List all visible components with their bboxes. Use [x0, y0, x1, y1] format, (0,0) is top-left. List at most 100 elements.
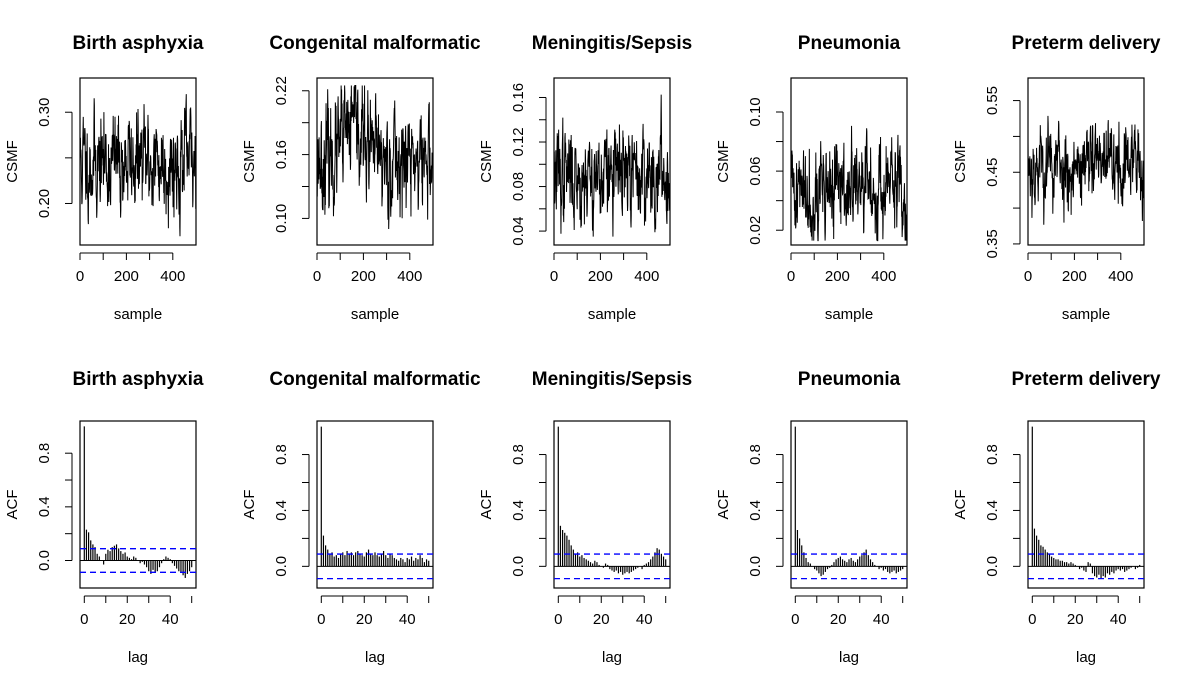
panel-title: Congenital malformatic: [269, 33, 481, 54]
x-axis-title: sample: [114, 306, 162, 323]
x-tick-label: 20: [1067, 611, 1084, 628]
x-tick-label: 0: [1024, 268, 1032, 285]
x-axis-title: sample: [588, 306, 636, 323]
y-tick-label: 0.4: [273, 500, 290, 521]
x-tick-label: 40: [873, 611, 890, 628]
x-tick-label: 20: [119, 611, 136, 628]
panel-title: Meningitis/Sepsis: [532, 33, 692, 54]
panel-title: Birth asphyxia: [73, 33, 204, 54]
panel-trace-2: Congenital malformatic 0 200 400 sample 0.10 0…: [241, 33, 481, 323]
y-tick-label: 0.06: [747, 157, 764, 186]
y-tick-label: 0.02: [747, 216, 764, 245]
y-tick-label: 0.4: [510, 500, 527, 521]
y-tick-label: 0.4: [984, 500, 1001, 521]
x-tick-label: 40: [399, 611, 416, 628]
x-tick-label: 200: [114, 268, 139, 285]
y-axis-title: CSMF: [952, 140, 969, 183]
x-tick-label: 200: [351, 268, 376, 285]
panel-trace-1: Birth asphyxia 0 200 400 sample 0.20 0.30 CSMF: [4, 33, 204, 323]
x-tick-label: 400: [1108, 268, 1133, 285]
x-tick-label: 0: [787, 268, 795, 285]
y-tick-label: 0.10: [273, 204, 290, 233]
y-tick-label: 0.22: [273, 76, 290, 105]
plot-frame: [1027, 420, 1145, 589]
x-tick-label: 400: [871, 268, 896, 285]
panel-title: Preterm delivery: [1012, 369, 1161, 390]
x-tick-label: 200: [588, 268, 613, 285]
x-tick-label: 20: [830, 611, 847, 628]
x-tick-label: 0: [550, 268, 558, 285]
x-tick-label: 200: [1062, 268, 1087, 285]
panel-title: Meningitis/Sepsis: [532, 369, 692, 390]
x-tick-label: 400: [397, 268, 422, 285]
y-axis-title: ACF: [241, 490, 258, 520]
y-axis-title: ACF: [478, 490, 495, 520]
y-tick-label: 0.10: [747, 97, 764, 126]
x-tick-label: 0: [554, 611, 562, 628]
y-tick-label: 0.4: [747, 500, 764, 521]
y-tick-label: 0.45: [984, 158, 1001, 187]
y-axis-title: CSMF: [4, 140, 21, 183]
y-tick-label: 0.0: [984, 556, 1001, 577]
trace-line: [790, 125, 908, 242]
panel-acf-1: Birth asphyxia 0 20 40 lag 0.0 0.4 0.8 ACF: [4, 369, 204, 666]
x-tick-label: 0: [791, 611, 799, 628]
y-tick-label: 0.8: [984, 444, 1001, 465]
x-tick-label: 40: [162, 611, 179, 628]
y-tick-label: 0.08: [510, 172, 527, 201]
y-tick-label: 0.55: [984, 86, 1001, 115]
y-tick-label: 0.8: [273, 444, 290, 465]
x-tick-label: 0: [317, 611, 325, 628]
y-tick-label: 0.0: [747, 556, 764, 577]
y-tick-label: 0.0: [36, 550, 53, 571]
y-tick-label: 0.35: [984, 229, 1001, 258]
x-tick-label: 40: [636, 611, 653, 628]
x-tick-label: 0: [1028, 611, 1036, 628]
x-tick-label: 0: [313, 268, 321, 285]
trace-line: [79, 94, 197, 237]
y-tick-label: 0.12: [510, 127, 527, 156]
y-tick-label: 0.8: [36, 443, 53, 464]
y-tick-label: 0.30: [36, 98, 53, 127]
x-axis-title: lag: [839, 649, 859, 666]
panel-title: Pneumonia: [798, 369, 901, 390]
panel-title: Pneumonia: [798, 33, 901, 54]
x-axis-title: lag: [602, 649, 622, 666]
x-axis-title: sample: [825, 306, 873, 323]
x-axis-title: sample: [351, 306, 399, 323]
trace-line: [316, 84, 434, 230]
y-tick-label: 0.04: [510, 216, 527, 245]
x-tick-label: 0: [76, 268, 84, 285]
x-tick-label: 20: [356, 611, 373, 628]
trace-line: [1027, 115, 1145, 225]
panel-trace-4: Pneumonia 0 200 400 sample 0.02 0.06 0.10 CSMF: [715, 33, 908, 323]
y-tick-label: 0.8: [510, 444, 527, 465]
panel-title: Birth asphyxia: [73, 369, 204, 390]
x-tick-label: 200: [825, 268, 850, 285]
x-tick-label: 20: [593, 611, 610, 628]
y-tick-label: 0.20: [36, 189, 53, 218]
x-tick-label: 0: [80, 611, 88, 628]
y-tick-label: 0.8: [747, 444, 764, 465]
y-axis-title: ACF: [4, 490, 21, 520]
panel-acf-2: Congenital malformatic 0 20 40 lag 0.0 0.4 0.8 A…: [241, 369, 481, 666]
x-axis-title: sample: [1062, 306, 1110, 323]
panel-trace-5: Preterm delivery 0 200 400 sample 0.35 0.45 0.5…: [952, 33, 1161, 323]
panel-acf-4: Pneumonia 0 20 40 lag 0.0 0.4 0.8 ACF: [715, 369, 908, 666]
x-tick-label: 40: [1110, 611, 1127, 628]
y-tick-label: 0.0: [273, 556, 290, 577]
panel-title: Congenital malformatic: [269, 369, 481, 390]
y-tick-label: 0.16: [510, 83, 527, 112]
x-tick-label: 400: [160, 268, 185, 285]
plot-frame: [79, 420, 197, 589]
y-tick-label: 0.0: [510, 556, 527, 577]
plot-frame: [790, 420, 908, 589]
y-axis-title: CSMF: [241, 140, 258, 183]
panel-trace-3: Meningitis/Sepsis 0 200 400 sample 0.04 0.08 0.…: [478, 33, 692, 323]
y-tick-label: 0.16: [273, 140, 290, 169]
x-tick-label: 400: [634, 268, 659, 285]
trace-line: [553, 94, 671, 237]
x-axis-title: lag: [1076, 649, 1096, 666]
plot-frame: [553, 420, 671, 589]
